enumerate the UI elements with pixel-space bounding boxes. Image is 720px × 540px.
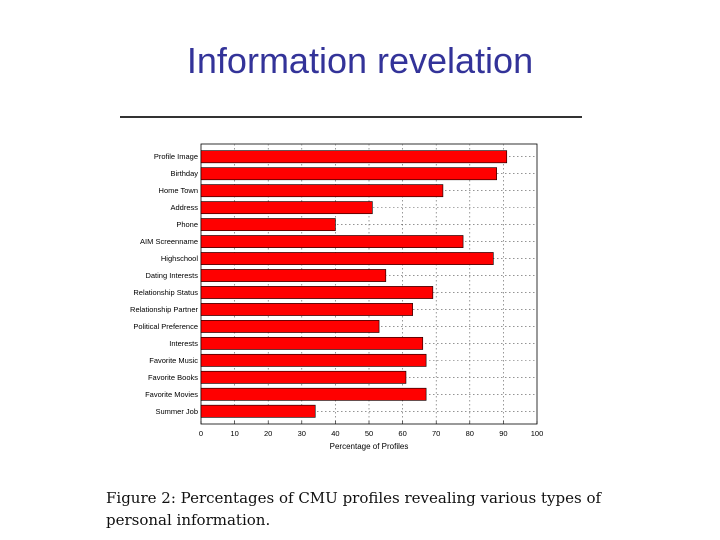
bar-dating-interests (200, 269, 387, 282)
x-tick-label: 80 (466, 429, 474, 438)
category-label: Profile Image (154, 152, 198, 161)
bar-birthday (200, 167, 497, 181)
x-tick-label: 30 (298, 429, 306, 438)
bar-highschool (200, 252, 494, 265)
category-label: Interests (169, 339, 198, 348)
category-label: AIM Screenname (140, 237, 198, 246)
bar-interests (200, 336, 424, 350)
x-tick-label: 90 (499, 429, 507, 438)
bar-aim-screenname (200, 235, 464, 248)
x-tick-label: 50 (365, 429, 373, 438)
x-tick-label: 10 (230, 429, 238, 438)
x-tick-label: 20 (264, 429, 272, 438)
x-tick-label: 100 (531, 429, 544, 438)
x-tick-label: 60 (398, 429, 406, 438)
x-axis-label: Percentage of Profiles (330, 442, 409, 451)
x-tick-label: 0 (199, 429, 203, 438)
category-label: Relationship Status (133, 288, 198, 297)
x-tick-label: 40 (331, 429, 339, 438)
bar-political-preference (200, 320, 380, 333)
bar-chart: Profile Image Birthday Home Town Address Pho… (130, 143, 544, 451)
bar-relationship-status (200, 286, 434, 299)
bar-summer-job (200, 404, 316, 418)
bar-phone (200, 218, 336, 232)
category-label: Phone (176, 220, 198, 229)
slide-title: Information revelation (186, 40, 534, 81)
x-tick-label: 70 (432, 429, 440, 438)
figure-caption: Figure 2: Percentages of CMU profiles re… (106, 489, 602, 529)
bar-address (200, 201, 373, 215)
category-label: Favorite Music (149, 356, 198, 365)
category-label: Favorite Books (148, 373, 198, 382)
bar-favorite-movies (200, 387, 427, 401)
bar-profile-image (200, 150, 508, 164)
category-label: Address (170, 203, 198, 212)
category-label: Political Preference (133, 322, 198, 331)
category-label: Dating Interests (145, 271, 198, 280)
bar-home-town (200, 184, 444, 198)
bar-favorite-books (200, 370, 407, 384)
category-label: Home Town (159, 186, 198, 195)
category-label: Birthday (170, 169, 198, 178)
category-label: Favorite Movies (145, 390, 198, 399)
category-label: Highschool (161, 254, 198, 263)
bar-relationship-partner (200, 303, 413, 316)
category-label: Summer Job (155, 407, 198, 416)
bar-favorite-music (200, 353, 427, 367)
category-label: Relationship Partner (130, 305, 198, 314)
title-divider (120, 116, 582, 118)
